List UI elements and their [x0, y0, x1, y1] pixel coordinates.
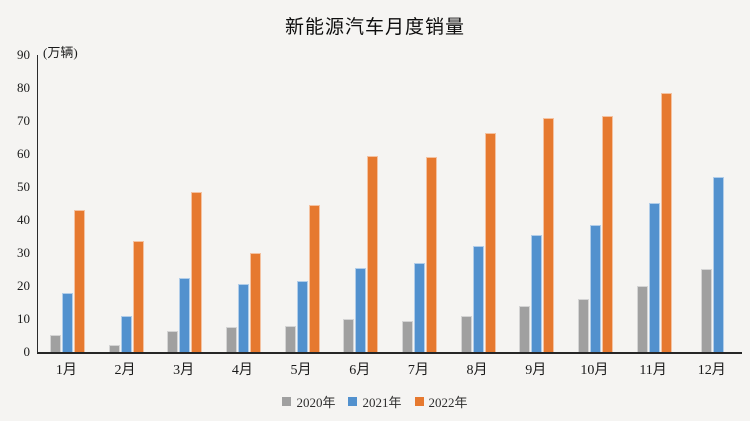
bar-2022年-4月 — [249, 253, 261, 352]
y-axis-tick-label: 60 — [17, 146, 30, 161]
bar-2021年-1月 — [61, 293, 73, 352]
bar-2020年-4月 — [225, 327, 237, 352]
bar-2021年-2月 — [120, 316, 132, 352]
bar-2020年-3月 — [167, 331, 179, 352]
bar-2022年-11月 — [660, 93, 672, 352]
x-axis-label-6月: 6月 — [349, 363, 371, 378]
legend-item-2020年: 2020年 — [282, 392, 335, 411]
x-axis-labels: 1月 2月 3月 4月 5月 6月 7月 8月 9月 10月 11月 12月 — [37, 359, 741, 379]
x-axis-label-2月: 2月 — [114, 363, 136, 378]
bar-2020年-12月 — [701, 269, 713, 352]
x-axis-label-5月: 5月 — [290, 363, 312, 378]
legend-label: 2022年 — [428, 395, 468, 410]
bar-group-1月 — [38, 55, 97, 352]
bar-2020年-6月 — [343, 319, 355, 352]
bar-2022年-9月 — [543, 118, 555, 352]
bar-group-5月 — [273, 55, 332, 352]
bar-2021年-11月 — [648, 203, 660, 352]
y-axis-tick-label: 20 — [17, 278, 30, 293]
bar-group-8月 — [449, 55, 508, 352]
x-axis-label-11月: 11月 — [639, 363, 667, 378]
bar-group-3月 — [155, 55, 214, 352]
bar-2020年-7月 — [401, 321, 413, 352]
y-axis-tick-label: 40 — [17, 212, 30, 227]
bar-2021年-8月 — [472, 246, 484, 352]
bar-group-6月 — [331, 55, 390, 352]
legend-swatch-2020年 — [282, 397, 292, 406]
x-axis-label-8月: 8月 — [466, 363, 488, 378]
legend: 2020年 2021年 2022年 — [0, 392, 750, 411]
bar-group-2月 — [97, 55, 156, 352]
bar-2021年-7月 — [413, 263, 425, 352]
x-axis-label-9月: 9月 — [525, 363, 547, 378]
bar-2020年-11月 — [636, 286, 648, 352]
y-axis-tick-label: 30 — [17, 245, 30, 260]
bar-2022年-7月 — [425, 157, 437, 352]
bar-group-11月 — [625, 55, 684, 352]
legend-item-2022年: 2022年 — [414, 392, 468, 411]
bar-2021年-10月 — [589, 225, 601, 352]
bar-2020年-5月 — [284, 326, 296, 352]
plot-area — [37, 55, 742, 354]
bar-2020年-8月 — [460, 316, 472, 352]
bar-2021年-5月 — [296, 281, 308, 352]
bar-2022年-10月 — [601, 116, 613, 352]
y-axis-unit-label: (万辆) — [43, 45, 78, 60]
bar-group-9月 — [507, 55, 566, 352]
x-axis-label-10月: 10月 — [580, 363, 609, 378]
y-axis-tick-label: 90 — [17, 47, 30, 62]
bar-2022年-1月 — [73, 210, 85, 352]
bar-2022年-2月 — [132, 241, 144, 352]
bar-2022年-6月 — [367, 156, 379, 352]
bar-group-12月 — [683, 55, 742, 352]
bar-2022年-8月 — [484, 133, 496, 352]
bar-2020年-10月 — [577, 299, 589, 352]
legend-item-2021年: 2021年 — [348, 392, 402, 411]
legend-swatch-2022年 — [414, 397, 424, 406]
bar-2022年-5月 — [308, 205, 320, 352]
bar-2021年-6月 — [355, 268, 367, 352]
y-axis-tick-label: 80 — [17, 80, 30, 95]
legend-label: 2020年 — [296, 395, 336, 410]
x-axis-label-1月: 1月 — [55, 363, 77, 378]
legend-label: 2021年 — [362, 395, 402, 410]
bar-group-10月 — [566, 55, 625, 352]
legend-swatch-2021年 — [348, 397, 358, 406]
bar-2021年-9月 — [531, 235, 543, 352]
y-axis-tick-label: 0 — [23, 344, 31, 359]
y-axis-tick-label: 10 — [17, 311, 30, 326]
bar-2020年-2月 — [108, 345, 120, 352]
bar-2021年-12月 — [713, 177, 725, 352]
x-axis-label-3月: 3月 — [173, 363, 195, 378]
bar-2022年-3月 — [191, 192, 203, 352]
bar-2020年-9月 — [519, 306, 531, 352]
y-axis-tick-label: 50 — [17, 179, 30, 194]
bar-2021年-4月 — [237, 284, 249, 352]
x-axis-label-12月: 12月 — [697, 363, 726, 378]
bar-2020年-1月 — [49, 335, 61, 352]
bar-2021年-3月 — [179, 278, 191, 352]
x-axis-label-4月: 4月 — [231, 363, 253, 378]
x-axis-label-7月: 7月 — [407, 363, 429, 378]
bar-group-7月 — [390, 55, 449, 352]
bar-group-4月 — [214, 55, 273, 352]
y-axis-tick-label: 70 — [17, 113, 30, 128]
chart-title: 新能源汽车月度销量 — [284, 17, 465, 38]
